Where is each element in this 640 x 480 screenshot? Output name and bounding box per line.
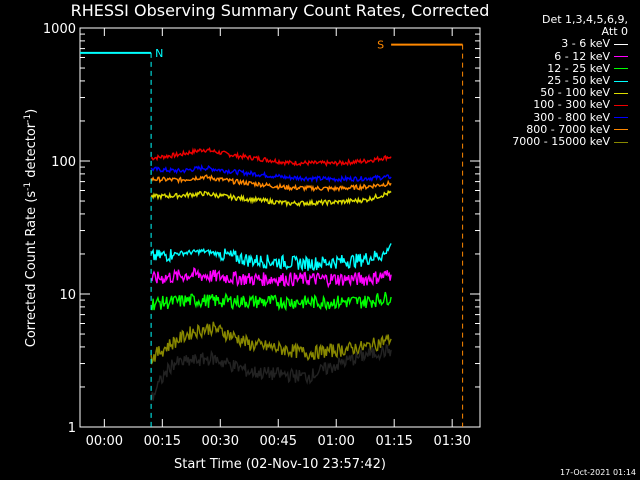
legend-label: 12 - 25 keV — [547, 61, 610, 75]
x-tick-label-3: 00:45 — [260, 434, 297, 449]
legend-header-line2: Att 0 — [601, 25, 628, 39]
legend-swatch — [614, 68, 628, 70]
interval-label-saa: S — [377, 39, 384, 52]
series-line-7 — [150, 321, 392, 366]
legend-swatch — [614, 117, 628, 119]
legend-swatch — [614, 44, 628, 45]
legend-swatch — [614, 80, 628, 82]
x-tick-label-2: 00:30 — [202, 434, 239, 449]
legend-item: 300 - 800 keV — [512, 110, 628, 124]
legend: Det 1,3,4,5,6,9, Att 0 3 - 6 keV 6 - 12 k… — [512, 13, 628, 148]
legend-swatch — [614, 141, 628, 143]
legend-swatch — [614, 129, 628, 131]
legend-label: 100 - 300 keV — [533, 98, 610, 112]
x-tick-label-1: 00:15 — [144, 434, 181, 449]
legend-label: 50 - 100 keV — [540, 86, 610, 100]
series-line-8 — [150, 343, 392, 402]
legend-label: 25 - 50 keV — [547, 74, 610, 88]
legend-item: 12 - 25 keV — [512, 61, 628, 75]
legend-label: 7000 - 15000 keV — [512, 135, 610, 149]
series-line-3 — [150, 189, 392, 208]
legend-item: 800 - 7000 keV — [512, 122, 628, 136]
series-line-5 — [150, 267, 392, 289]
y-tick-label-1: 10 — [59, 288, 76, 303]
series-line-1 — [150, 163, 392, 184]
legend-header-line1: Det 1,3,4,5,6,9, — [541, 13, 628, 26]
legend-label: 3 - 6 keV — [561, 37, 610, 51]
series-line-6 — [151, 291, 392, 312]
x-tick-label-4: 01:00 — [317, 434, 354, 449]
legend-item: 50 - 100 keV — [512, 87, 628, 99]
series-line-2 — [150, 174, 392, 193]
x-tick-label-0: 00:00 — [86, 434, 123, 449]
interval-label-night: N — [155, 47, 163, 60]
y-tick-label-3: 1000 — [43, 22, 76, 37]
legend-swatch — [614, 56, 628, 58]
series-line-0 — [150, 147, 392, 168]
x-axis-label: Start Time (02-Nov-10 23:57:42) — [174, 457, 386, 472]
series-line-4 — [150, 243, 392, 272]
footer-stamp: 17-Oct-2021 01:14 — [560, 468, 636, 477]
legend-label: 300 - 800 keV — [533, 110, 610, 124]
legend-label: 6 - 12 keV — [554, 49, 610, 63]
legend-item: 100 - 300 keV — [512, 99, 628, 111]
plot-frame — [79, 27, 481, 428]
x-tick-label-6: 01:30 — [433, 434, 470, 449]
y-axis-label: Corrected Count Rate (s-1 detector-1) — [23, 109, 39, 347]
y-tick-label-0: 1 — [68, 421, 76, 436]
legend-swatch — [614, 105, 628, 107]
legend-label: 800 - 7000 keV — [526, 122, 610, 136]
legend-swatch — [614, 92, 628, 94]
x-tick-label-5: 01:15 — [375, 434, 412, 449]
legend-item: 6 - 12 keV — [512, 49, 628, 63]
legend-items: 3 - 6 keV 6 - 12 keV 12 - 25 keV 25 - 50 ke… — [512, 38, 628, 148]
legend-item: 7000 - 15000 keV — [512, 135, 628, 149]
y-tick-label-2: 100 — [51, 155, 76, 170]
legend-item: 25 - 50 keV — [512, 74, 628, 88]
legend-item: 3 - 6 keV — [512, 38, 628, 50]
chart-title: RHESSI Observing Summary Count Rates, Co… — [70, 1, 490, 20]
